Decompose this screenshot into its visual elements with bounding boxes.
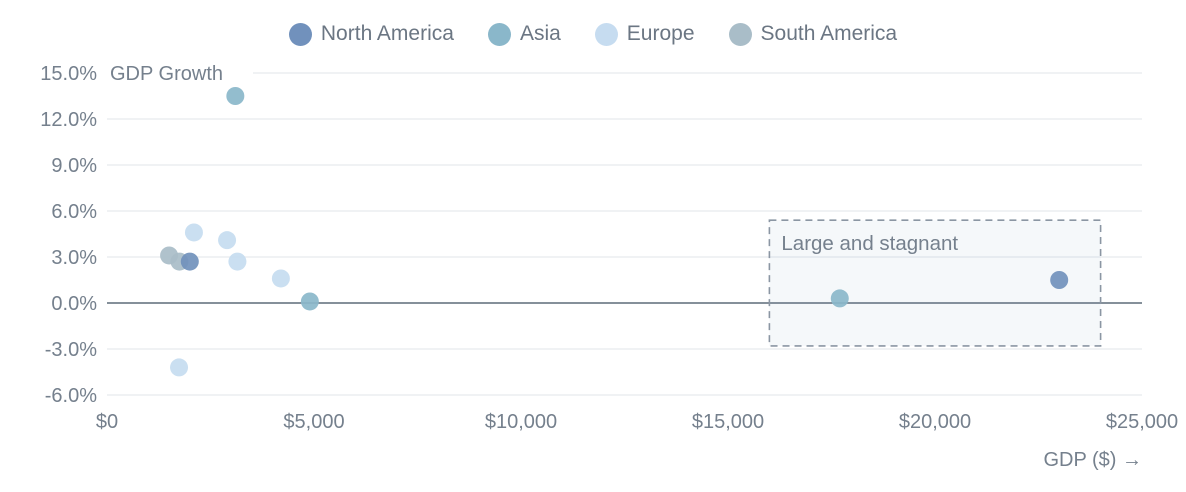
y-tick-label: 3.0% [51,247,97,269]
annotation-label: Large and stagnant [781,232,958,255]
x-tick-label: $25,000 [1106,411,1178,433]
x-tick-label: $0 [96,411,118,433]
y-tick-label: 12.0% [40,109,97,131]
y-tick-label: -3.0% [45,339,97,361]
y-tick-label: -6.0% [45,385,97,407]
x-tick-label: $10,000 [485,411,557,433]
y-tick-label: 9.0% [51,155,97,177]
data-point [271,269,290,288]
annotation-box [768,219,1102,347]
data-point [300,292,319,311]
y-tick-label: 6.0% [51,201,97,223]
y-tick-label: 0.0% [51,293,97,315]
data-point [830,289,849,308]
x-tick-label: $20,000 [899,411,971,433]
data-point [180,252,199,271]
data-point [170,358,189,377]
data-point [218,231,237,250]
data-point [226,87,245,105]
x-tick-label: $5,000 [283,411,344,433]
y-axis-title: GDP Growth [110,63,223,85]
y-tick-label: 15.0% [40,63,97,85]
x-tick-label: $15,000 [692,411,764,433]
data-point [1050,271,1069,289]
data-point [228,252,247,271]
data-point [184,223,203,242]
x-axis-title: GDP ($) → [1043,449,1142,471]
